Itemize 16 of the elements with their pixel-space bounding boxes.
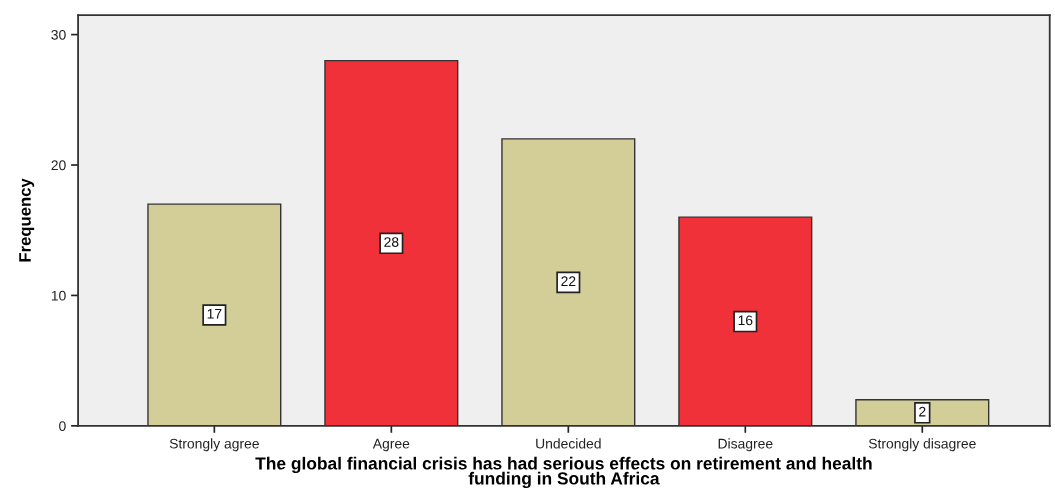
x-tick-label: Disagree (718, 438, 773, 452)
x-axis-title: The global financial crisis has had serious effects on retirement and health funding in South Africa (255, 456, 872, 489)
y-tick-label: 0 (59, 421, 66, 432)
data-label: 16 (738, 315, 753, 326)
y-axis-title: Frequency (19, 178, 35, 262)
data-label: 17 (207, 309, 222, 319)
y-tick-label: 10 (51, 290, 66, 301)
y-tick-label: 30 (51, 29, 66, 40)
x-tick-label: Undecided (536, 438, 601, 449)
data-label: 2 (919, 406, 926, 417)
x-tick-label: Agree (372, 438, 410, 452)
data-label: 22 (561, 276, 576, 286)
x-tick-label: Strongly disagree (868, 438, 976, 452)
x-tick-label: Strongly agree (169, 438, 259, 452)
y-tick-label: 20 (51, 160, 66, 171)
data-label: 28 (384, 237, 399, 247)
